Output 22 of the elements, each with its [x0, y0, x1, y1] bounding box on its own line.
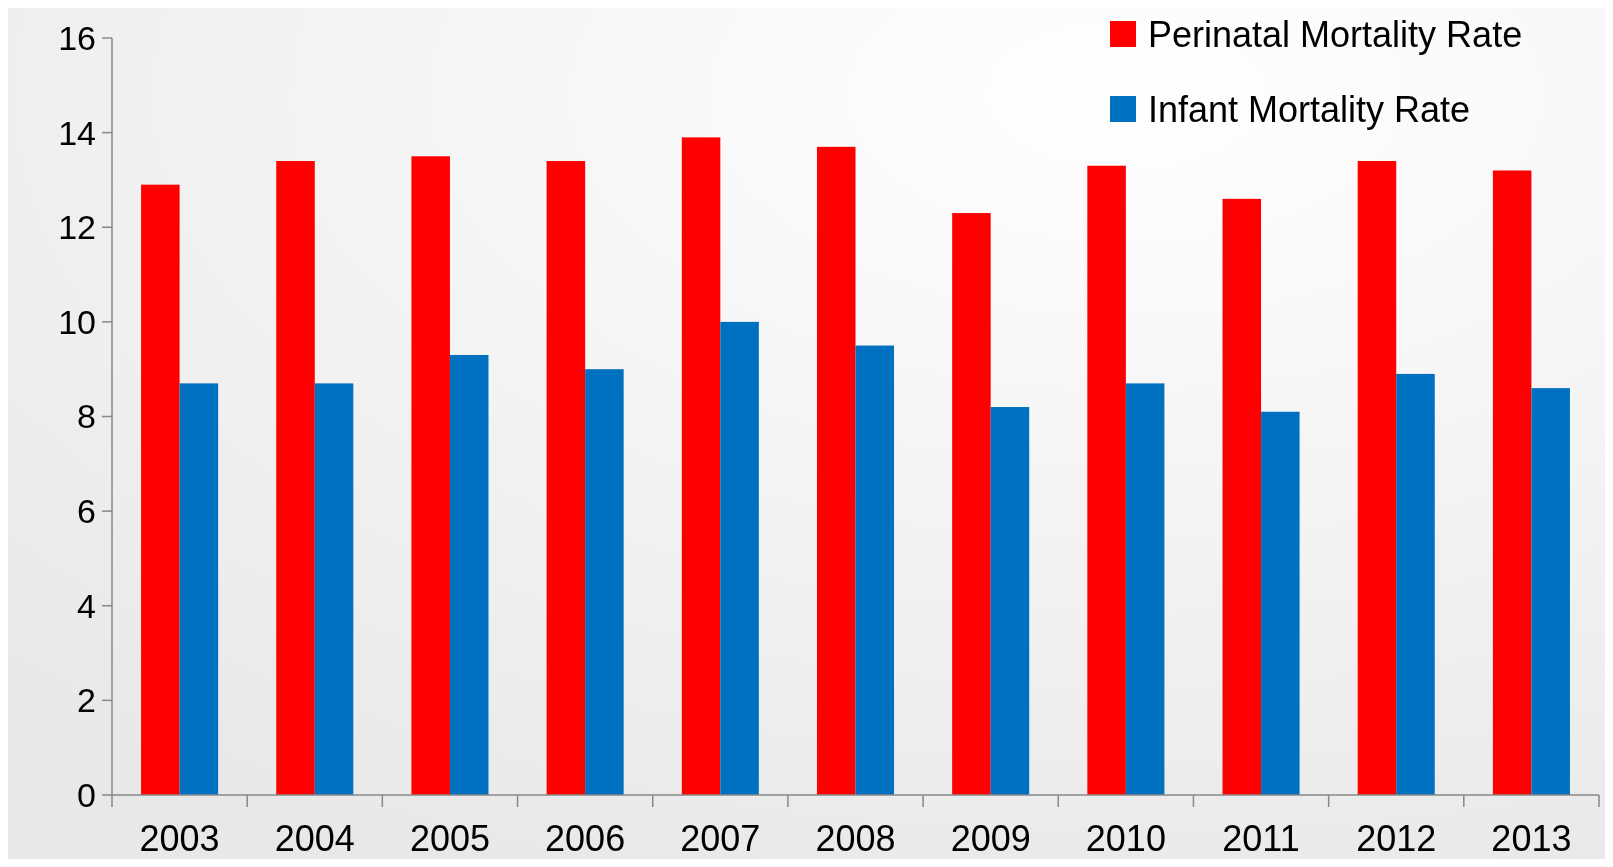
x-tick-label: 2005: [409, 818, 490, 859]
y-tick-label: 8: [77, 397, 96, 436]
legend-label: Perinatal Mortality Rate: [1148, 13, 1523, 55]
x-tick-label: 2012: [1356, 818, 1437, 859]
legend-label: Infant Mortality Rate: [1148, 88, 1471, 130]
x-tick-label: 2008: [815, 818, 896, 859]
y-tick-label: 10: [58, 302, 96, 341]
y-tick-label: 2: [77, 681, 96, 720]
y-tick-label: 0: [77, 775, 96, 814]
y-tick-label: 4: [77, 586, 96, 625]
x-tick-label: 2013: [1491, 818, 1572, 859]
y-tick-label: 14: [58, 113, 96, 152]
x-tick-label: 2003: [139, 818, 220, 859]
x-tick-label: 2004: [274, 818, 355, 859]
x-tick-label: 2009: [950, 818, 1031, 859]
y-tick-label: 16: [58, 18, 96, 57]
y-tick-label: 6: [77, 492, 96, 531]
x-tick-label: 2010: [1085, 818, 1166, 859]
x-tick-label: 2011: [1222, 818, 1300, 859]
y-tick-label: 12: [58, 208, 96, 247]
x-tick-label: 2006: [545, 818, 626, 859]
x-tick-label: 2007: [680, 818, 761, 859]
